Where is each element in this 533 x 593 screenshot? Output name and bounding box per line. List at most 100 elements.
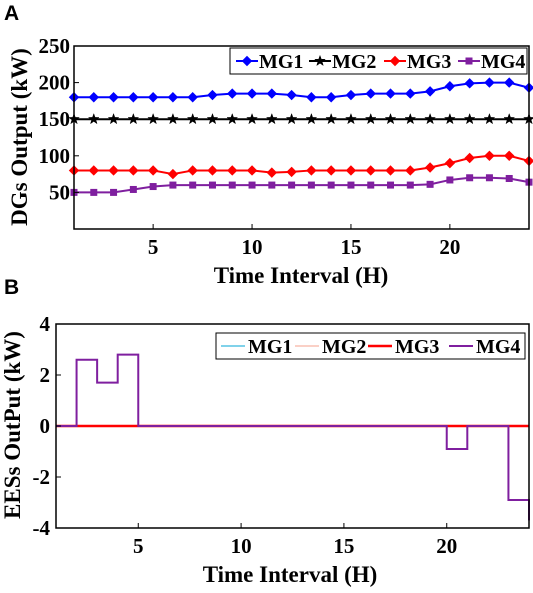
data-point-mg4 — [288, 181, 296, 189]
data-point-mg1 — [187, 92, 198, 103]
data-point-mg2 — [503, 112, 516, 125]
data-point-mg3 — [147, 165, 159, 176]
data-point-mg2 — [166, 112, 179, 125]
y-tick-label: 200 — [39, 71, 71, 95]
data-point-mg3 — [504, 150, 515, 162]
series-line-mg4 — [74, 176, 530, 194]
data-point-mg3 — [128, 165, 139, 176]
legend-label: MG4 — [476, 336, 520, 358]
panel-a-x-ticks: 5 10 15 20 — [148, 224, 460, 259]
data-point-mg3 — [207, 165, 218, 176]
data-point-mg1 — [246, 88, 258, 99]
data-point-mg2 — [206, 112, 219, 125]
y-tick-label: -4 — [33, 516, 51, 540]
data-point-mg4 — [268, 181, 276, 189]
legend-item-mg2: MG2 — [309, 51, 376, 73]
data-point-mg1 — [504, 77, 515, 88]
y-tick-label: 250 — [39, 34, 71, 58]
data-point-mg1 — [266, 88, 278, 99]
data-point-mg2 — [127, 112, 140, 125]
data-point-mg4 — [248, 181, 256, 189]
data-point-mg3 — [286, 166, 297, 178]
panel-b: B 5 10 15 20 -4 -2 0 2 4 Time Interval (H) EESs… — [0, 276, 530, 587]
data-point-mg2 — [87, 112, 100, 125]
data-point-mg3 — [325, 165, 337, 176]
y-tick-label: 150 — [39, 107, 71, 131]
series-mg2 — [68, 112, 533, 125]
data-point-mg2 — [285, 112, 298, 125]
legend-item-mg2: MG2 — [295, 336, 366, 358]
series-mg1 — [68, 77, 533, 103]
panel-b-series — [56, 353, 530, 521]
data-point-mg2 — [147, 112, 160, 125]
data-point-mg2 — [265, 112, 278, 125]
legend-marker — [241, 55, 253, 67]
data-point-mg2 — [463, 112, 476, 125]
data-point-mg2 — [305, 112, 318, 125]
data-point-mg1 — [167, 92, 179, 103]
data-point-mg3 — [187, 165, 198, 176]
x-tick-label: 20 — [436, 534, 457, 558]
data-point-mg4 — [367, 181, 375, 189]
legend-label: MG3 — [395, 336, 439, 358]
data-point-mg4 — [327, 181, 335, 189]
data-point-mg4 — [129, 185, 137, 193]
x-tick-label: 5 — [148, 235, 159, 259]
data-point-mg4 — [446, 176, 454, 184]
legend-item-mg3: MG3 — [368, 336, 439, 358]
legend-label: MG4 — [481, 51, 525, 73]
legend-item-mg4: MG4 — [458, 51, 525, 73]
legend-label: MG2 — [332, 51, 376, 73]
data-point-mg3 — [484, 150, 495, 162]
legend-marker — [465, 57, 473, 65]
data-point-mg1 — [325, 92, 337, 103]
legend-label: MG2 — [322, 336, 366, 358]
data-point-mg1 — [147, 92, 159, 103]
data-point-mg2 — [384, 112, 397, 125]
data-point-mg2 — [226, 112, 239, 125]
data-point-mg1 — [385, 88, 396, 99]
panel-b-y-axis-label: EESs OutPut (kW) — [0, 331, 25, 519]
legend-marker — [314, 54, 326, 67]
y-tick-label: 4 — [40, 312, 51, 336]
x-tick-label: 5 — [133, 534, 144, 558]
data-point-mg3 — [88, 165, 99, 176]
panel-a-series — [68, 77, 533, 196]
data-point-mg3 — [385, 165, 396, 176]
data-point-mg3 — [266, 167, 278, 178]
legend-label: MG3 — [407, 51, 451, 73]
data-point-mg1 — [365, 88, 376, 99]
data-point-mg1 — [405, 88, 416, 99]
panel-a-y-axis-label: DGs Output (kW) — [7, 48, 32, 226]
panel-a-legend: MG1 MG2 MG3 MG4 — [229, 47, 528, 75]
data-point-mg4 — [169, 181, 177, 189]
series-mg3 — [68, 150, 533, 180]
y-tick-label: 2 — [40, 363, 51, 387]
data-point-mg4 — [149, 183, 157, 191]
data-point-mg1 — [128, 92, 139, 103]
x-tick-label: 10 — [242, 235, 263, 259]
y-tick-label: 50 — [49, 180, 70, 204]
panel-b-x-ticks: 5 10 15 20 — [133, 523, 457, 558]
data-point-mg1 — [444, 81, 456, 92]
data-point-mg4 — [426, 180, 434, 188]
legend-item-mg4: MG4 — [449, 336, 520, 358]
data-point-mg4 — [189, 181, 197, 189]
legend-item-mg3: MG3 — [384, 51, 451, 73]
data-point-mg2 — [325, 112, 338, 125]
data-point-mg3 — [405, 165, 416, 176]
data-point-mg2 — [186, 112, 199, 125]
panel-b-y-ticks: -4 -2 0 2 4 — [33, 312, 61, 540]
data-point-mg3 — [345, 165, 357, 176]
panel-b-legend: MG1 MG2 MG3 MG4 — [215, 332, 526, 360]
data-point-mg1 — [227, 88, 238, 99]
panel-a-y-ticks: 50 100 150 200 250 — [39, 34, 79, 204]
legend-label: MG1 — [248, 336, 292, 358]
data-point-mg4 — [228, 181, 236, 189]
data-point-mg4 — [208, 181, 216, 189]
data-point-mg3 — [167, 168, 179, 180]
panel-label-a: A — [4, 2, 19, 25]
x-tick-label: 10 — [231, 534, 252, 558]
panel-b-x-axis-label: Time Interval (H) — [203, 562, 378, 587]
data-point-mg2 — [483, 112, 496, 125]
